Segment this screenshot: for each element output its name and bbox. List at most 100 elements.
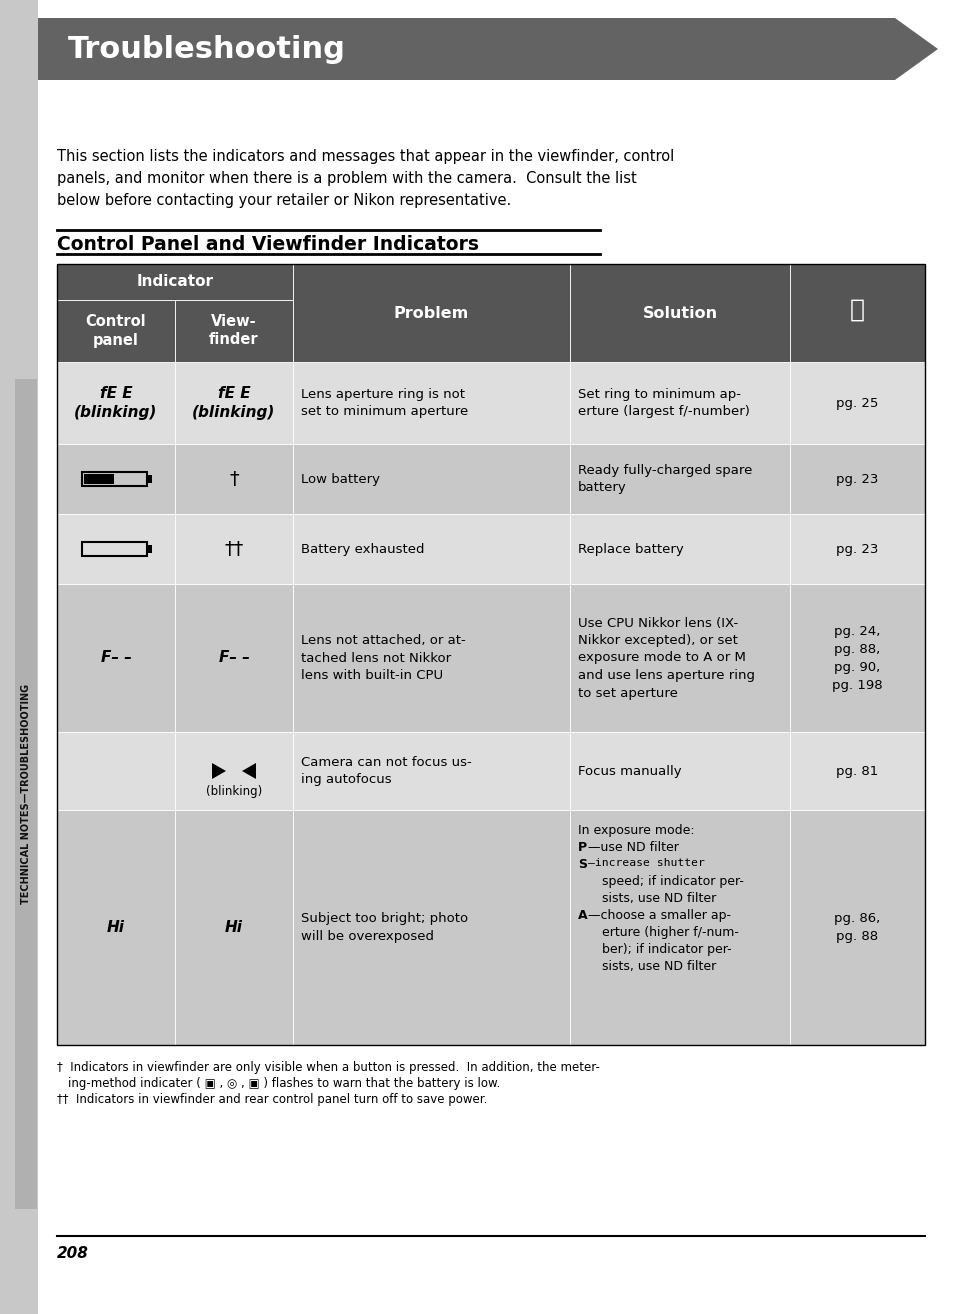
Text: Subject too bright; photo
will be overexposed: Subject too bright; photo will be overex… [301,912,468,942]
Bar [174,809,293,1045]
Polygon shape [212,763,226,779]
Bar [569,514,789,583]
Text: (blinking): (blinking) [206,784,262,798]
Text: ††  Indicators in viewfinder and rear control panel turn off to save power.: †† Indicators in viewfinder and rear con… [57,1093,487,1106]
Bar [789,583,924,732]
Bar [174,514,293,583]
Bar [174,583,293,732]
Text: In exposure mode:: In exposure mode: [578,824,694,837]
Text: Camera can not focus us-
ing autofocus: Camera can not focus us- ing autofocus [301,756,471,786]
Bar [82,541,147,556]
Bar [569,809,789,1045]
Text: 208: 208 [57,1246,89,1261]
Bar [82,472,147,486]
Text: Lens not attached, or at-
tached lens not Nikkor
lens with built-in CPU: Lens not attached, or at- tached lens no… [301,633,465,682]
Bar [38,100,953,1256]
Text: Solution: Solution [641,305,717,321]
Bar [57,300,174,361]
Bar [293,583,569,732]
Text: Use CPU Nikkor lens (IX-
Nikkor excepted), or set
exposure mode to A or M
and us: Use CPU Nikkor lens (IX- Nikkor excepted… [578,616,754,699]
Bar [57,732,174,809]
Bar [174,300,293,361]
Polygon shape [38,18,937,80]
Bar [293,264,569,361]
Text: Battery exhausted: Battery exhausted [301,543,424,556]
Text: Lens aperture ring is not
set to minimum aperture: Lens aperture ring is not set to minimum… [301,388,468,418]
Text: ing-method indicater ( ▣ , ◎ , ▣ ) flashes to warn that the battery is low.: ing-method indicater ( ▣ , ◎ , ▣ ) flash… [68,1077,499,1091]
Bar [569,732,789,809]
Bar [789,514,924,583]
Text: —increase shutter: —increase shutter [587,858,704,869]
Bar [57,514,174,583]
Text: ††: †† [224,540,243,558]
Bar [57,809,174,1045]
Bar [293,361,569,444]
Text: F– –: F– – [218,650,249,665]
Bar [789,444,924,514]
Text: Indicator: Indicator [136,275,213,289]
Text: speed; if indicator per-: speed; if indicator per- [601,875,743,888]
Bar [0,0,38,1314]
Text: sists, use ND filter: sists, use ND filter [601,892,716,905]
Text: F– –: F– – [100,650,132,665]
Bar [569,583,789,732]
Bar [57,444,174,514]
Text: ber); if indicator per-: ber); if indicator per- [601,943,731,957]
Bar [789,264,924,361]
Text: 👁️: 👁️ [849,298,864,322]
Text: TECHNICAL NOTES—TROUBLESHOOTING: TECHNICAL NOTES—TROUBLESHOOTING [21,685,30,904]
Bar [57,264,924,1045]
Bar [293,732,569,809]
Text: —choose a smaller ap-: —choose a smaller ap- [587,909,730,922]
Bar [569,264,789,300]
Text: erture (higher f/-num-: erture (higher f/-num- [601,926,739,940]
Text: S: S [578,858,586,871]
Text: pg. 81: pg. 81 [836,765,878,778]
Text: †: † [229,469,238,489]
Text: This section lists the indicators and messages that appear in the viewfinder, co: This section lists the indicators and me… [57,148,674,209]
Text: Problem: Problem [394,305,469,321]
Bar [174,732,293,809]
Bar [789,264,924,300]
Bar [569,264,789,361]
Text: pg. 24,
pg. 88,
pg. 90,
pg. 198: pg. 24, pg. 88, pg. 90, pg. 198 [831,624,882,691]
Text: fE E
(blinking): fE E (blinking) [193,386,275,419]
Text: A: A [578,909,587,922]
Bar [15,378,37,1209]
Bar [569,444,789,514]
Bar [84,474,113,484]
Text: †  Indicators in viewfinder are only visible when a button is pressed.  In addit: † Indicators in viewfinder are only visi… [57,1060,599,1074]
Bar [57,583,174,732]
Polygon shape [242,763,255,779]
Text: Replace battery: Replace battery [578,543,683,556]
Text: fE E
(blinking): fE E (blinking) [74,386,157,419]
Bar [569,361,789,444]
Text: Control
panel: Control panel [86,314,146,347]
Text: —use ND filter: —use ND filter [587,841,679,854]
Text: Low battery: Low battery [301,473,379,485]
Text: P: P [578,841,586,854]
Bar [57,361,174,444]
Text: View-
finder: View- finder [209,314,258,347]
Bar [789,809,924,1045]
Bar [147,545,152,553]
Bar [789,361,924,444]
Bar [174,444,293,514]
Text: pg. 23: pg. 23 [836,543,878,556]
Bar [174,361,293,444]
Text: pg. 86,
pg. 88: pg. 86, pg. 88 [834,912,880,943]
Text: Ready fully-charged spare
battery: Ready fully-charged spare battery [578,464,752,494]
Text: Focus manually: Focus manually [578,765,680,778]
Text: pg. 25: pg. 25 [836,397,878,410]
Bar [147,474,152,484]
Text: sists, use ND filter: sists, use ND filter [601,961,716,972]
Bar [293,264,569,300]
Bar [293,444,569,514]
Bar [789,732,924,809]
Text: Troubleshooting: Troubleshooting [68,34,346,63]
Text: pg. 23: pg. 23 [836,473,878,485]
Bar [57,264,293,300]
Bar [293,809,569,1045]
Text: Control Panel and Viewfinder Indicators: Control Panel and Viewfinder Indicators [57,235,478,254]
Text: Set ring to minimum ap-
erture (largest f/-number): Set ring to minimum ap- erture (largest … [578,388,749,418]
